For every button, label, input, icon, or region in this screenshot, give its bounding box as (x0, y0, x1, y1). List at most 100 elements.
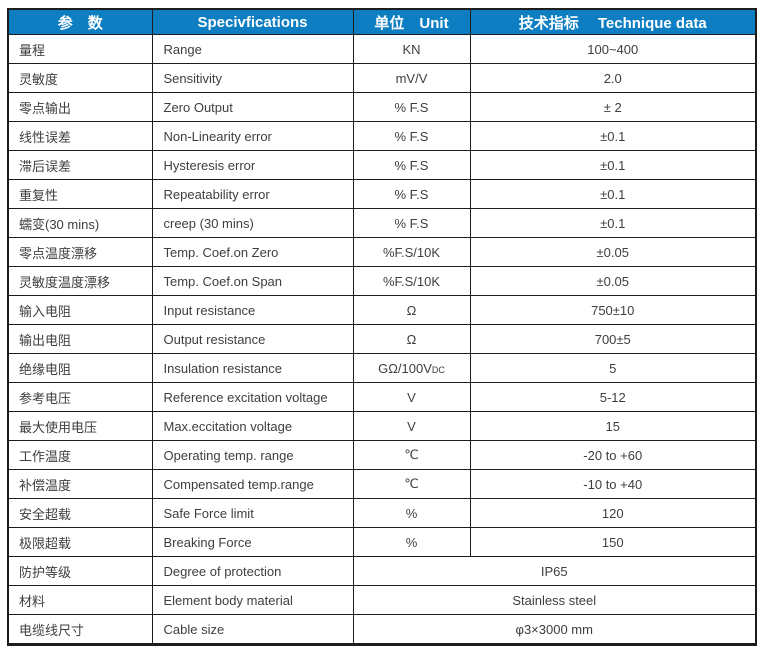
unit-subscript: DC (431, 364, 445, 375)
header-row: 参 数 Specivfications 单位 Unit 技术指标 Techniq… (7, 8, 757, 35)
parameter-cn-cell: 蠕变(30 mins) (7, 208, 153, 238)
parameter-cn-cell: 补偿温度 (7, 469, 153, 499)
table-row: 绝缘电阻 Insulation resistance GΩ/100VDC 5 (7, 353, 757, 383)
header-technique-data: 技术指标 Technique data (469, 8, 757, 35)
specification-cell: Sensitivity (151, 63, 354, 93)
parameter-cn-cell: 防护等级 (7, 556, 153, 586)
parameter-cn-cell: 输入电阻 (7, 295, 153, 325)
table-row: 线性误差 Non-Linearity error% F.S ±0.1 (7, 121, 757, 151)
parameter-cn-cell: 输出电阻 (7, 324, 153, 354)
unit-cell: % F.S (352, 121, 471, 151)
table-row: 安全超载 Safe Force limit% 120 (7, 498, 757, 528)
technique-data-cell: 120 (469, 498, 757, 528)
specification-cell: Reference excitation voltage (151, 382, 354, 412)
specification-cell: Max.eccitation voltage (151, 411, 354, 441)
specification-cell: Input resistance (151, 295, 354, 325)
unit-cell: V (352, 411, 471, 441)
unit-cell: %F.S/10K (352, 266, 471, 296)
specification-cell: Output resistance (151, 324, 354, 354)
table-row: 输出电阻 Output resistance Ω 700±5 (7, 324, 757, 354)
table-row: 零点温度漂移 Temp. Coef.on Zero %F.S/10K ±0.05 (7, 237, 757, 267)
technique-data-cell: ±0.05 (469, 237, 757, 267)
technique-data-cell: 5 (469, 353, 757, 383)
technique-data-cell: ±0.05 (469, 266, 757, 296)
parameter-cn-cell: 绝缘电阻 (7, 353, 153, 383)
technique-data-cell: 750±10 (469, 295, 757, 325)
table-row: 工作温度 Operating temp. range ℃ -20 to +60 (7, 440, 757, 470)
table-row: 量程 Range KN 100~400 (7, 34, 757, 64)
unit-cell: GΩ/100VDC (352, 353, 471, 383)
technique-data-cell: -20 to +60 (469, 440, 757, 470)
specification-cell: Compensated temp.range (151, 469, 354, 499)
table-row: 极限超载 Breaking Force% 150 (7, 527, 757, 557)
specification-cell: Temp. Coef.on Span (151, 266, 354, 296)
parameter-cn-cell: 参考电压 (7, 382, 153, 412)
header-specifications: Specivfications (151, 8, 354, 35)
unit-cell: % F.S (352, 208, 471, 238)
table-row: 灵敏度温度漂移 Temp. Coef.on Span %F.S/10K ±0.05 (7, 266, 757, 296)
technique-data-cell: 100~400 (469, 34, 757, 64)
unit-cell: Ω (352, 295, 471, 325)
table-row: 滞后误差 Hysteresis error% F.S ±0.1 (7, 150, 757, 180)
specification-cell: Hysteresis error (151, 150, 354, 180)
parameter-cn-cell: 零点温度漂移 (7, 237, 153, 267)
unit-cell: Ω (352, 324, 471, 354)
specification-cell: Safe Force limit (151, 498, 354, 528)
parameter-cn-cell: 量程 (7, 34, 153, 64)
table-row: 输入电阻 Input resistance Ω 750±10 (7, 295, 757, 325)
specification-cell: Temp. Coef.on Zero (151, 237, 354, 267)
technique-data-cell: ±0.1 (469, 121, 757, 151)
technique-data-cell: 700±5 (469, 324, 757, 354)
unit-cell: V (352, 382, 471, 412)
technique-data-cell: 150 (469, 527, 757, 557)
parameter-cn-cell: 极限超载 (7, 527, 153, 557)
table-row: 电缆线尺寸 Cable size φ3×3000 mm (7, 614, 757, 645)
table-row: 蠕变(30 mins) creep (30 mins)% F.S ±0.1 (7, 208, 757, 238)
unit-cell: %F.S/10K (352, 237, 471, 267)
unit-cell: % F.S (352, 179, 471, 209)
unit-cell: % (352, 527, 471, 557)
parameter-cn-cell: 灵敏度 (7, 63, 153, 93)
technique-data-cell: 15 (469, 411, 757, 441)
technique-data-cell: 2.0 (469, 63, 757, 93)
parameter-cn-cell: 最大使用电压 (7, 411, 153, 441)
parameter-cn-cell: 工作温度 (7, 440, 153, 470)
merged-value-cell: φ3×3000 mm (352, 614, 757, 645)
table-row: 重复性 Repeatability error% F.S ±0.1 (7, 179, 757, 209)
parameter-cn-cell: 材料 (7, 585, 153, 615)
table-row: 灵敏度 Sensitivity mV/V 2.0 (7, 63, 757, 93)
unit-cell: % F.S (352, 150, 471, 180)
specification-cell: creep (30 mins) (151, 208, 354, 238)
unit-cell: ℃ (352, 469, 471, 499)
specification-cell: Zero Output (151, 92, 354, 122)
specification-cell: Breaking Force (151, 527, 354, 557)
merged-value-cell: Stainless steel (352, 585, 757, 615)
table-row: 零点输出 Zero Output% F.S ± 2 (7, 92, 757, 122)
unit-cell: KN (352, 34, 471, 64)
parameter-cn-cell: 零点输出 (7, 92, 153, 122)
unit-cell: % F.S (352, 92, 471, 122)
parameter-cn-cell: 重复性 (7, 179, 153, 209)
table-row: 防护等级 Degree of protection IP65 (7, 556, 757, 586)
unit-cell: ℃ (352, 440, 471, 470)
table-row: 材料 Element body material Stainless steel (7, 585, 757, 615)
specifications-table: 参 数 Specivfications 单位 Unit 技术指标 Techniq… (7, 8, 757, 646)
specification-cell: Degree of protection (151, 556, 354, 586)
specification-cell: Range (151, 34, 354, 64)
technique-data-cell: ± 2 (469, 92, 757, 122)
merged-value-cell: IP65 (352, 556, 757, 586)
technique-data-cell: ±0.1 (469, 150, 757, 180)
header-parameter: 参 数 (7, 8, 153, 35)
parameter-cn-cell: 安全超载 (7, 498, 153, 528)
table-row: 参考电压 Reference excitation voltage V 5-12 (7, 382, 757, 412)
technique-data-cell: -10 to +40 (469, 469, 757, 499)
parameter-cn-cell: 滞后误差 (7, 150, 153, 180)
specification-cell: Non-Linearity error (151, 121, 354, 151)
table-row: 补偿温度 Compensated temp.range ℃ -10 to +40 (7, 469, 757, 499)
specification-cell: Repeatability error (151, 179, 354, 209)
technique-data-cell: 5-12 (469, 382, 757, 412)
technique-data-cell: ±0.1 (469, 208, 757, 238)
technique-data-cell: ±0.1 (469, 179, 757, 209)
specification-cell: Insulation resistance (151, 353, 354, 383)
